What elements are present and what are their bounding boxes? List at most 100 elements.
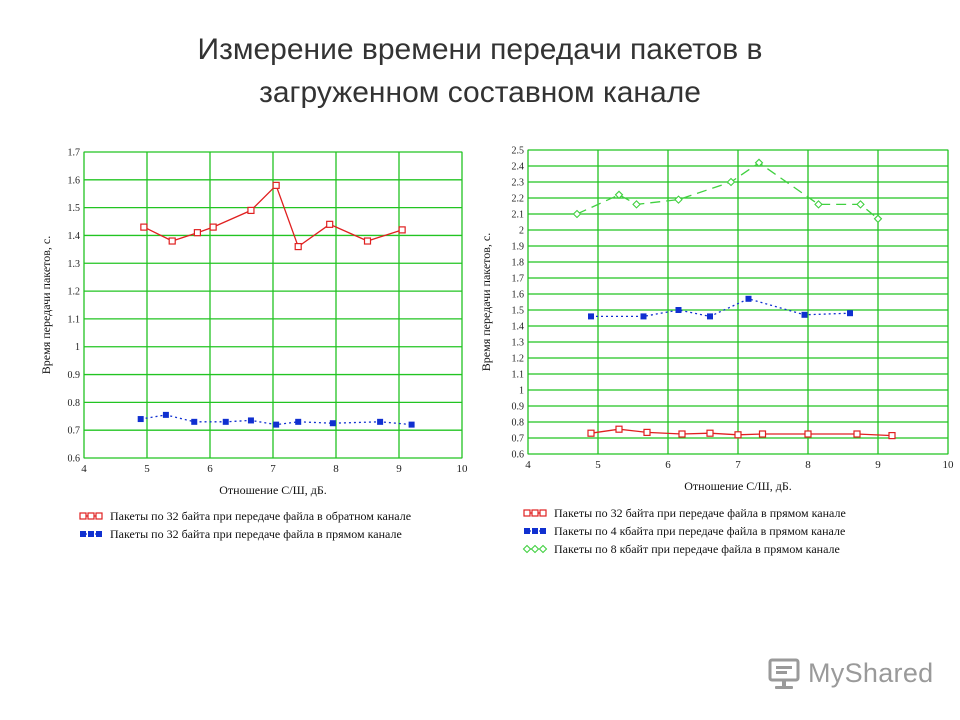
data-point (524, 528, 530, 534)
data-point (247, 417, 254, 424)
watermark-logo: MyShared (766, 656, 936, 696)
series-1 (140, 181, 406, 251)
data-point (363, 237, 372, 245)
slide-title: Измерение времени передачи пакетов в заг… (197, 33, 763, 109)
legend-label: Пакеты по 32 байта при передаче файла в … (554, 506, 846, 520)
data-point (678, 430, 686, 438)
x-tick-label: 8 (805, 459, 811, 471)
data-point (588, 313, 594, 320)
x-axis-title: Отношение С/Ш, дБ. (684, 479, 792, 493)
watermark-text: MyShared (808, 658, 934, 688)
data-point (643, 428, 651, 436)
data-point (162, 411, 169, 418)
series-line (590, 428, 893, 437)
data-point (88, 531, 94, 537)
y-tick-label: 1 (75, 342, 80, 353)
y-tick-label: 1.8 (512, 258, 525, 269)
presentation-screen-icon (768, 658, 800, 689)
data-point (294, 242, 302, 251)
y-tick-label: 0.9 (68, 370, 81, 381)
data-point (801, 311, 808, 318)
y-tick-label: 1.1 (512, 370, 525, 381)
y-tick-label: 2 (519, 226, 524, 237)
data-point (847, 310, 853, 317)
y-tick-label: 0.6 (512, 450, 525, 461)
data-point (587, 429, 595, 437)
x-tick-label: 7 (735, 459, 741, 471)
series-line (143, 184, 403, 248)
data-point (726, 177, 736, 187)
legend-label: Пакеты по 32 байта при передаче файла в … (110, 527, 402, 541)
series-2 (588, 295, 853, 320)
data-point (247, 206, 255, 215)
data-point (522, 544, 532, 554)
data-point (540, 528, 546, 534)
data-point (191, 418, 198, 425)
data-point (273, 421, 280, 428)
y-tick-label: 1.4 (68, 231, 81, 242)
data-point (675, 307, 682, 313)
data-point (329, 420, 336, 427)
y-tick-label: 1 (519, 386, 524, 397)
series-3 (572, 158, 883, 224)
data-point (532, 528, 538, 534)
y-tick-label: 1.7 (512, 274, 525, 285)
legend-item: Пакеты по 8 кбайт при передаче файла в п… (522, 542, 840, 556)
data-point (754, 158, 764, 168)
y-tick-label: 1.9 (512, 242, 525, 253)
data-point (734, 431, 742, 439)
data-point (745, 295, 752, 302)
y-tick-label: 2.2 (512, 194, 525, 205)
data-point (209, 223, 217, 231)
y-tick-label: 1.3 (512, 338, 525, 349)
data-point (674, 195, 683, 204)
data-point (193, 229, 201, 237)
legend-label: Пакеты по 4 кбайта при передаче файла в … (554, 524, 845, 538)
y-tick-label: 0.7 (512, 434, 525, 445)
series-1 (587, 425, 896, 440)
data-point (614, 190, 624, 200)
data-point (523, 509, 531, 517)
legend-item: Пакеты по 4 кбайта при передаче файла в … (524, 524, 845, 538)
data-point (80, 531, 86, 537)
x-tick-label: 10 (943, 459, 955, 471)
y-tick-label: 0.8 (512, 418, 525, 429)
left-chart: 4 5 6 7 8 9 10 0.6 0.7 0.8 0.9 1 1.1 1.2 1.3 1.4 1.5 1.6 1… (39, 148, 468, 542)
x-tick-label: 9 (875, 459, 881, 471)
y-tick-label: 1.5 (68, 203, 81, 214)
x-tick-label: 5 (144, 463, 150, 475)
series-line (140, 414, 412, 426)
data-point (326, 220, 334, 228)
y-tick-label: 0.8 (68, 398, 81, 409)
y-tick-label: 1.1 (68, 314, 81, 325)
data-point (272, 181, 280, 189)
x-tick-label: 5 (595, 459, 601, 471)
x-axis-title: Отношение С/Ш, дБ. (219, 483, 327, 497)
data-point (87, 512, 95, 520)
x-tick-label: 9 (396, 463, 402, 475)
data-point (79, 512, 87, 520)
y-tick-label: 2.4 (512, 162, 525, 173)
legend-item: Пакеты по 32 байта при передаче файла в … (79, 509, 411, 523)
x-tick-label: 4 (81, 463, 87, 475)
data-point (758, 430, 767, 438)
data-point (538, 544, 548, 554)
data-point (706, 429, 714, 437)
series-2 (137, 411, 415, 428)
y-tick-label: 2.3 (512, 178, 525, 189)
data-point (615, 425, 623, 433)
data-point (814, 200, 823, 209)
legend-item: Пакеты по 32 байта при передаче файла в … (523, 506, 846, 520)
data-point (632, 200, 641, 209)
data-point (168, 237, 176, 245)
x-tick-label: 7 (270, 463, 276, 475)
x-tick-label: 4 (525, 459, 531, 471)
y-tick-label: 1.4 (512, 322, 525, 333)
y-tick-label: 2.1 (512, 210, 525, 221)
data-point (707, 313, 713, 320)
data-point (140, 223, 148, 231)
legend-label: Пакеты по 32 байта при передаче файла в … (110, 509, 411, 523)
y-axis-title: Время передачи пакетов, с. (479, 233, 493, 371)
y-tick-label: 1.2 (68, 287, 81, 298)
y-tick-label: 1.5 (512, 306, 525, 317)
